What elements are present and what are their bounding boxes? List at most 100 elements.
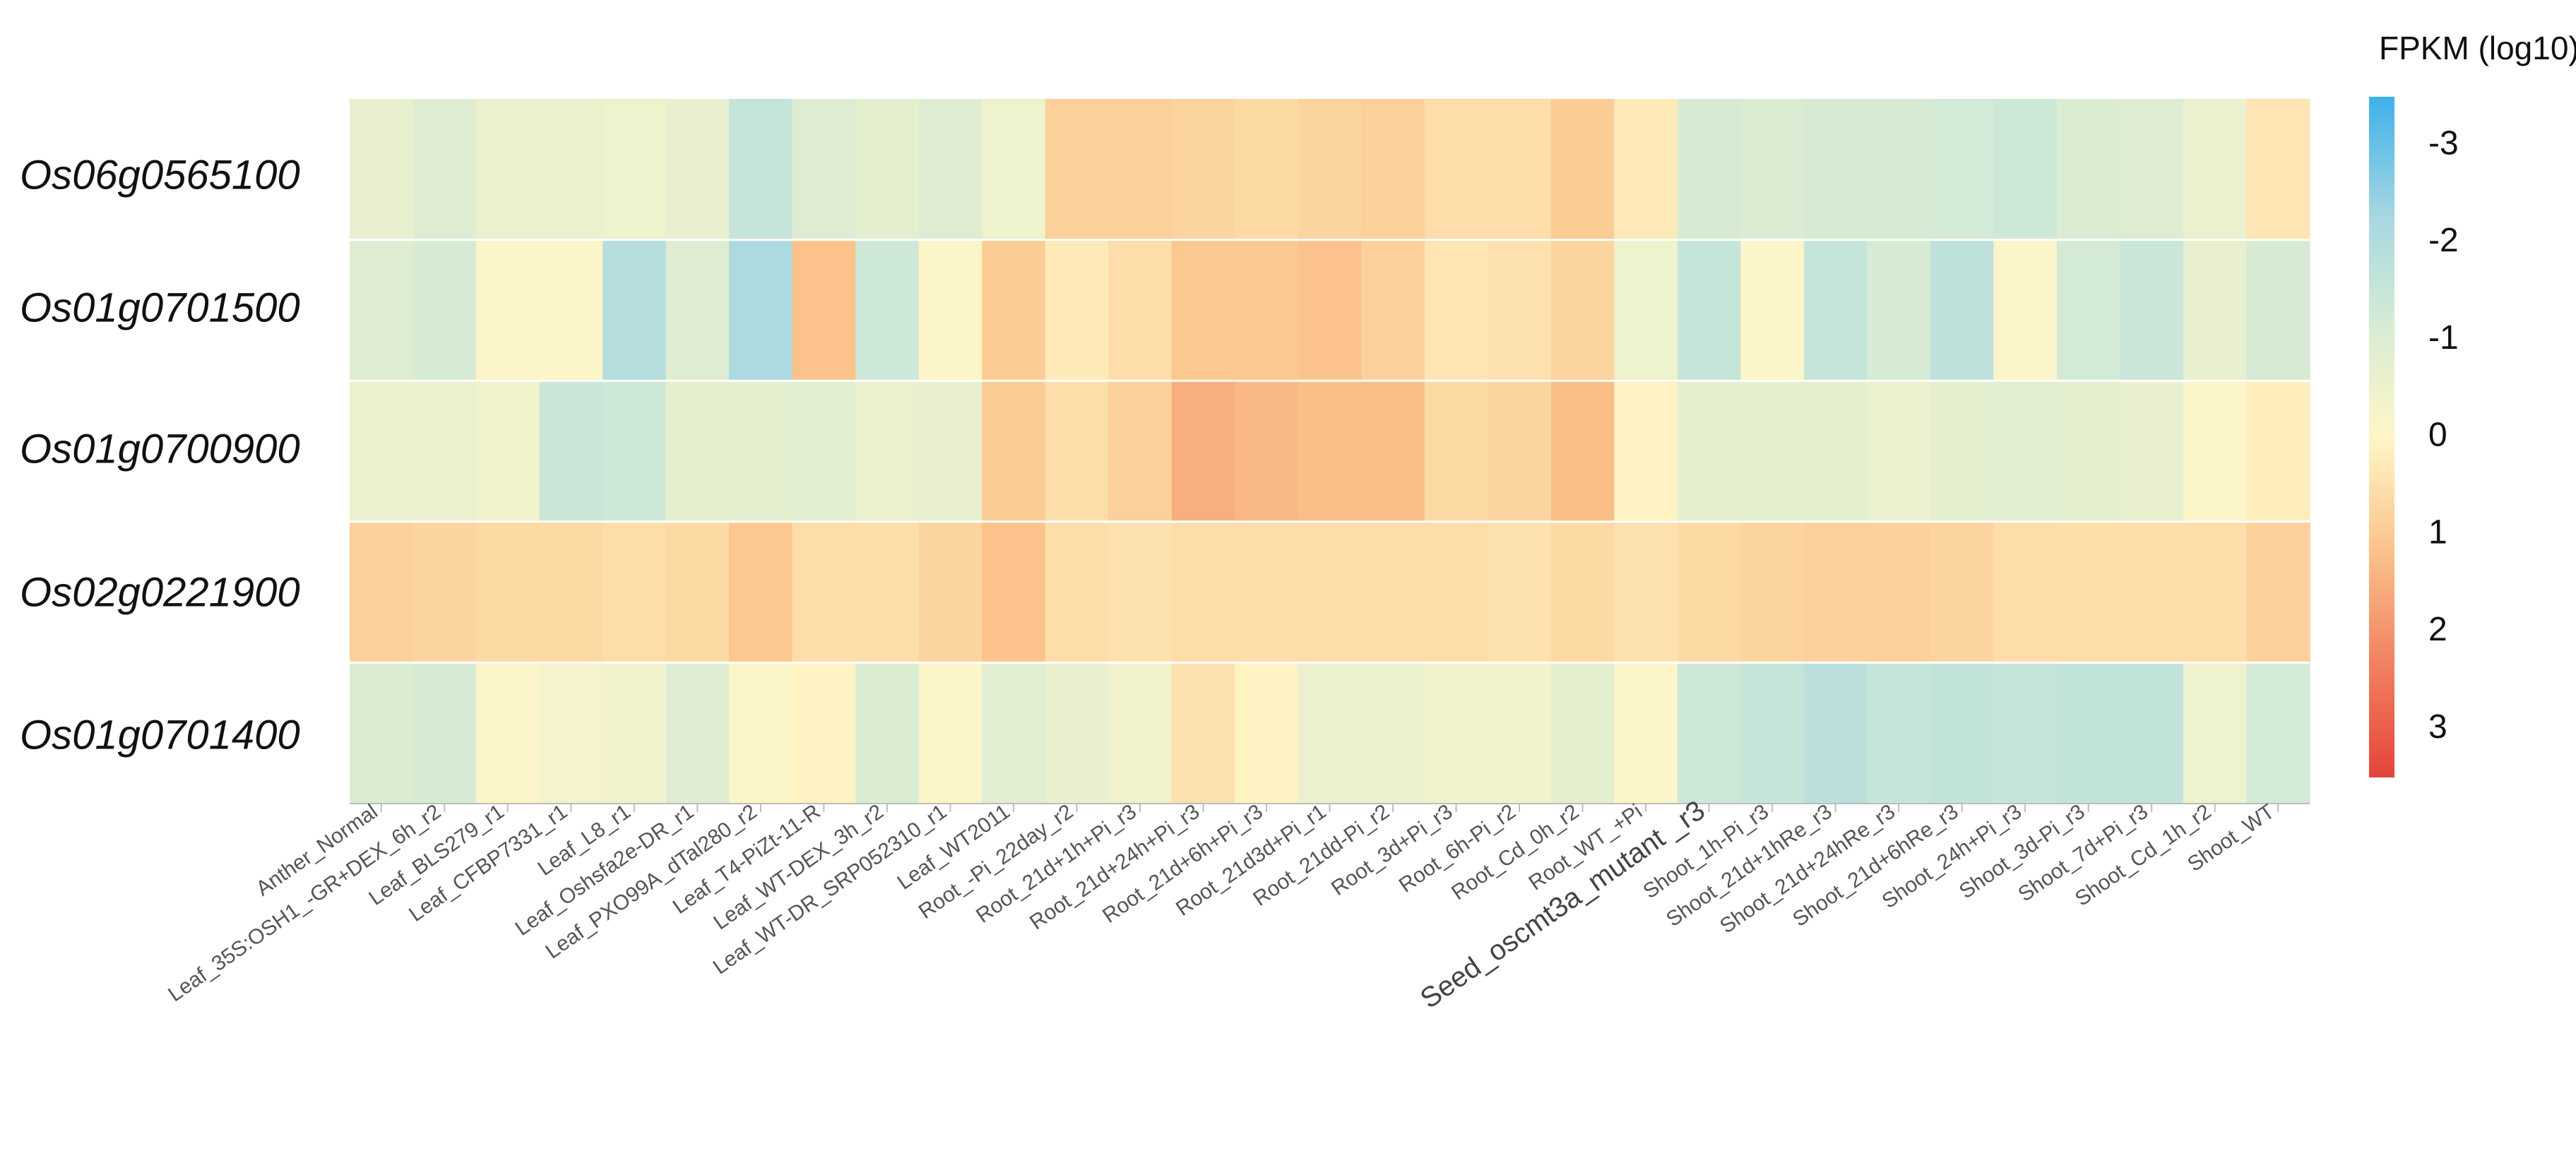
heatmap-cell (855, 381, 920, 523)
heatmap-cell (1930, 381, 1995, 523)
heatmap-cell (665, 662, 730, 804)
heatmap-cell (1677, 239, 1742, 381)
heatmap-cell (1930, 239, 1995, 381)
heatmap-cell (1298, 521, 1363, 664)
heatmap-cell (792, 662, 856, 804)
heatmap-cell (603, 662, 667, 804)
heatmap-cell (2183, 662, 2248, 804)
heatmap-cell (1867, 381, 1931, 523)
heatmap-cell (350, 662, 414, 804)
heatmap-cell (1298, 662, 1363, 804)
heatmap-cell (476, 662, 540, 804)
heatmap-cell (2246, 99, 2310, 241)
heatmap-cell (2183, 381, 2248, 523)
heatmap-cell (603, 381, 667, 523)
heatmap-cell (476, 239, 540, 381)
heatmap-cell (1235, 99, 1299, 241)
heatmap-cell (729, 521, 793, 664)
heatmap-cell (2120, 521, 2184, 664)
heatmap-cell (2120, 662, 2184, 804)
heatmap-cell (1867, 662, 1931, 804)
heatmap-cell (918, 381, 983, 523)
heatmap-cell (412, 99, 477, 241)
heatmap-cell (729, 662, 793, 804)
heatmap-cell (1045, 239, 1109, 381)
heatmap-cell (1550, 239, 1615, 381)
heatmap-cell (918, 239, 983, 381)
heatmap-cell (1424, 381, 1489, 523)
heatmap-cell (539, 381, 603, 523)
heatmap-cell (1677, 381, 1742, 523)
heatmap-cell (1108, 381, 1173, 523)
heatmap-cell (1298, 381, 1363, 523)
heatmap-gridlines (350, 239, 2310, 664)
legend-tick-label: 0 (2428, 417, 2447, 454)
heatmap-cell (1361, 521, 1425, 664)
heatmap-cell (1235, 239, 1299, 381)
heatmap-cell (1677, 99, 1742, 241)
heatmap-cell (1488, 662, 1552, 804)
heatmap-cell (1930, 99, 1995, 241)
heatmap-cell (2056, 381, 2121, 523)
legend-tick-label: -2 (2428, 222, 2459, 259)
heatmap-cell (982, 239, 1046, 381)
gene-label: Os01g0701500 (20, 285, 300, 330)
heatmap-cell (1488, 99, 1552, 241)
heatmap-cell (2120, 381, 2184, 523)
legend-tick-label: 2 (2428, 611, 2447, 648)
heatmap-cell (918, 521, 983, 664)
heatmap-cell (1108, 521, 1173, 664)
heatmap-cell (855, 521, 920, 664)
heatmap-cell (665, 521, 730, 664)
heatmap-cell (729, 239, 793, 381)
heatmap-cell (412, 239, 477, 381)
heatmap-cell (1171, 662, 1236, 804)
heatmap-cell (1108, 239, 1173, 381)
legend-tick-label: 1 (2428, 513, 2447, 551)
legend-tick-label: -3 (2428, 125, 2459, 162)
heatmap-cell (1550, 381, 1615, 523)
heatmap-cell (792, 381, 856, 523)
heatmap-cell (1488, 381, 1552, 523)
legend-ticks: -3 -2 -1 0 1 2 3 (2428, 125, 2459, 746)
heatmap-cell (855, 99, 920, 241)
heatmap-cell (1867, 99, 1931, 241)
heatmap-cell (1740, 521, 1805, 664)
heatmap-cell (603, 99, 667, 241)
heatmap-cell (2246, 239, 2310, 381)
heatmap-cell (729, 381, 793, 523)
heatmap-cell (792, 99, 856, 241)
heatmap-cell (1740, 381, 1805, 523)
heatmap-cell (1930, 662, 1995, 804)
gene-label: Os06g0565100 (20, 152, 300, 198)
heatmap-cell (1550, 521, 1615, 664)
gene-label: Os01g0701400 (20, 712, 300, 758)
heatmap-cell (1488, 521, 1552, 664)
heatmap-cell (1108, 662, 1173, 804)
gene-labels: Os06g0565100 Os01g0701500 Os01g0700900 Os02… (20, 152, 300, 758)
color-legend: FPKM (log10) -3 -2 -1 0 1 2 3 (2369, 30, 2576, 777)
heatmap-cells (350, 99, 2310, 804)
heatmap-cell (2056, 99, 2121, 241)
heatmap-cell (1614, 381, 1678, 523)
heatmap-cell (1298, 239, 1363, 381)
heatmap-cell (1614, 99, 1678, 241)
heatmap-cell (1235, 662, 1299, 804)
heatmap-cell (1045, 381, 1109, 523)
heatmap-cell (1993, 239, 2058, 381)
heatmap-cell (1171, 381, 1236, 523)
heatmap-cell (1424, 662, 1489, 804)
heatmap-cell (1550, 99, 1615, 241)
heatmap-cell (412, 521, 477, 664)
heatmap-cell (1867, 521, 1931, 664)
heatmap-cell (1614, 521, 1678, 664)
heatmap-cell (1550, 662, 1615, 804)
heatmap-cell (350, 521, 414, 664)
heatmap-cell (2056, 662, 2121, 804)
heatmap-cell (1677, 662, 1742, 804)
heatmap-cell (1361, 99, 1425, 241)
heatmap-cell (1993, 662, 2058, 804)
heatmap-cell (1171, 521, 1236, 664)
heatmap-cell (1424, 521, 1489, 664)
